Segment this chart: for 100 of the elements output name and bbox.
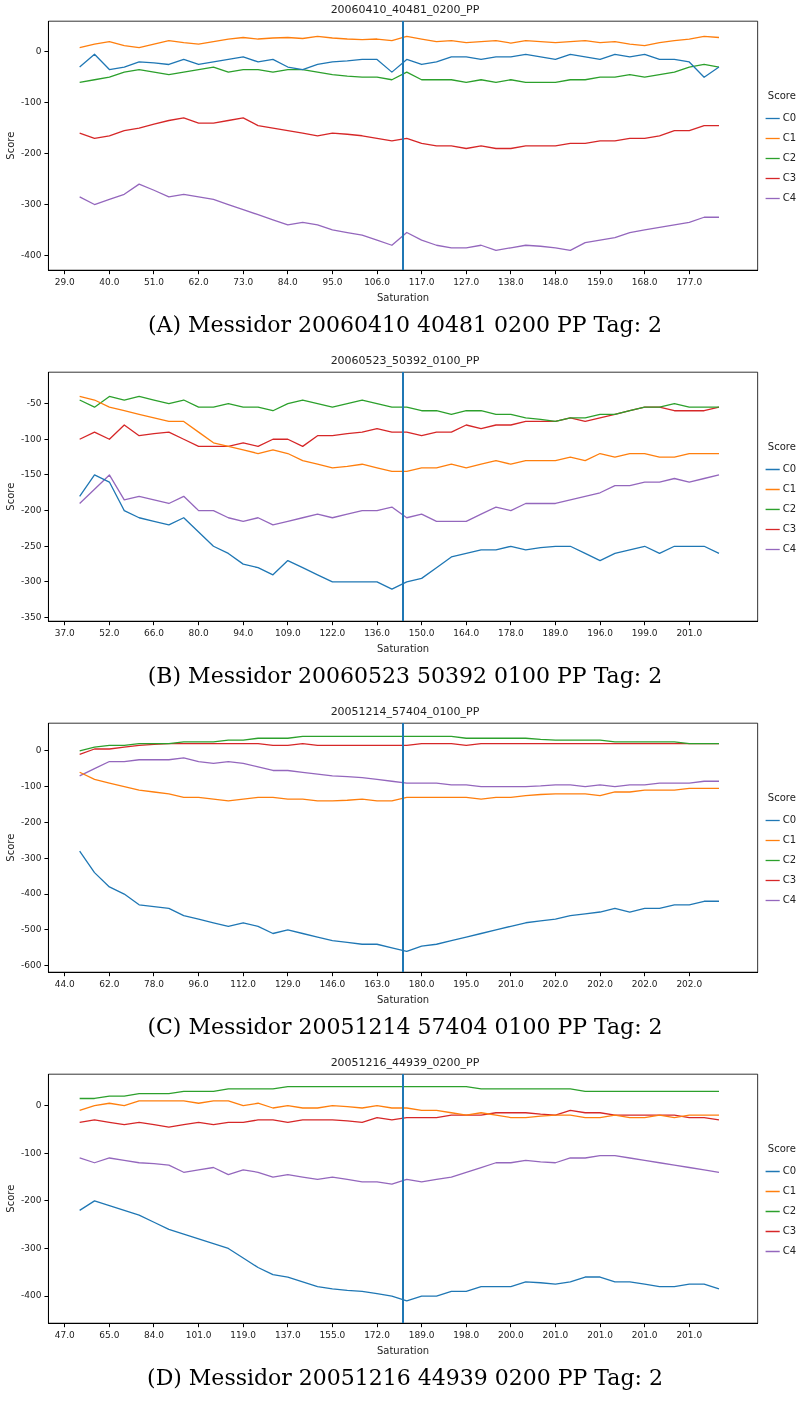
x-tick-label: 66.0 [143,627,165,638]
x-tick-label: 65.0 [99,1329,120,1340]
legend-label: C2 [782,503,797,515]
y-tick-label: -350 [20,611,42,622]
legend-label: C3 [782,1225,797,1237]
x-tick-label: 155.0 [319,1329,346,1340]
x-tick-label: 137.0 [274,1329,301,1340]
y-tick-label: 0 [35,745,42,756]
text: (A) Messidor 20060410 40481 0200 PP Tag: 2 [146,311,664,339]
text: (C) Messidor 20051214 57404 0100 PP Tag: 2 [146,1013,664,1041]
legend-label: C2 [782,1205,797,1217]
x-tick-label: 201.0 [676,627,703,638]
x-tick-label: 201.0 [497,978,524,989]
x-tick-label: 200.0 [497,1329,524,1340]
x-tick-label: 117.0 [408,276,435,287]
x-axis-title: Saturation [376,642,430,654]
x-axis-title: Saturation [376,993,430,1005]
x-tick-label: 80.0 [188,627,209,638]
legend-label: C4 [782,1245,797,1257]
y-tick-label: -400 [20,1290,42,1301]
y-tick-label: -50 [26,397,42,408]
x-tick-label: 112.0 [230,978,257,989]
x-tick-label: 189.0 [408,1329,435,1340]
x-tick-label: 148.0 [542,276,569,287]
x-tick-label: 168.0 [631,276,658,287]
x-tick-label: 202.0 [587,978,614,989]
chart-title: 20051214_57404_0100_PP [330,705,480,719]
x-tick-label: 202.0 [676,978,703,989]
x-tick-label: 195.0 [453,978,480,989]
x-tick-label: 94.0 [233,627,254,638]
x-tick-label: 96.0 [188,978,209,989]
x-tick-label: 150.0 [408,627,435,638]
legend-label: C0 [782,814,797,826]
x-tick-label: 189.0 [542,627,569,638]
y-tick-label: -200 [20,504,42,515]
legend-label: C3 [782,523,797,535]
legend-label: C3 [782,172,797,184]
y-tick-label: -150 [20,469,42,480]
x-tick-label: 202.0 [542,978,569,989]
x-tick-label: 180.0 [408,978,435,989]
x-tick-label: 106.0 [364,276,391,287]
y-tick-label: -500 [20,924,42,935]
legend-title: Score [767,441,796,453]
x-tick-label: 78.0 [143,978,165,989]
x-tick-label: 202.0 [631,978,658,989]
x-tick-label: 159.0 [587,276,614,287]
legend-title: Score [767,90,796,102]
x-tick-label: 122.0 [319,627,346,638]
x-tick-label: 178.0 [497,627,524,638]
y-tick-label: -200 [20,1195,42,1206]
x-tick-label: 163.0 [364,978,391,989]
x-tick-label: 51.0 [143,276,165,287]
legend-label: C0 [782,1165,797,1177]
y-tick-label: -400 [20,888,42,899]
legend-label: C1 [782,834,797,846]
y-tick-label: -300 [20,852,42,863]
x-tick-label: 109.0 [274,627,301,638]
y-axis-title: Score [4,131,16,160]
x-axis-title: Saturation [376,1344,430,1356]
y-tick-label: -250 [20,540,42,551]
x-tick-label: 95.0 [322,276,343,287]
y-axis-title: Score [4,1184,16,1213]
legend-label: C1 [782,1185,797,1197]
y-tick-label: -600 [20,960,42,971]
y-axis-title: Score [4,833,16,862]
x-tick-label: 40.0 [99,276,120,287]
x-tick-label: 146.0 [319,978,346,989]
legend-label: C4 [782,894,797,906]
chart-title: 20060410_40481_0200_PP [330,3,480,17]
y-tick-label: -300 [20,1242,42,1253]
y-tick-label: -300 [20,576,42,587]
x-tick-label: 138.0 [497,276,524,287]
y-tick-label: -100 [20,97,42,108]
x-tick-label: 101.0 [185,1329,212,1340]
x-tick-label: 119.0 [230,1329,257,1340]
x-tick-label: 47.0 [54,1329,76,1340]
legend-label: C4 [782,192,797,204]
x-tick-label: 201.0 [587,1329,614,1340]
chart-title: 20060523_50392_0100_PP [330,354,480,368]
y-tick-label: -200 [20,816,42,827]
x-tick-label: 201.0 [542,1329,569,1340]
x-tick-label: 84.0 [277,276,299,287]
text: (D) Messidor 20051216 44939 0200 PP Tag: 2 [146,1364,664,1392]
x-tick-label: 164.0 [453,627,480,638]
x-tick-label: 84.0 [143,1329,165,1340]
legend-title: Score [767,792,796,804]
y-tick-label: -200 [20,147,42,158]
legend-label: C3 [782,874,797,886]
x-tick-label: 52.0 [99,627,120,638]
legend-label: C0 [782,463,797,475]
y-tick-label: -100 [20,433,42,444]
x-tick-label: 37.0 [54,627,76,638]
x-tick-label: 62.0 [99,978,120,989]
y-tick-label: -300 [20,198,42,209]
x-tick-label: 44.0 [54,978,76,989]
legend-label: C4 [782,543,797,555]
x-tick-label: 127.0 [453,276,480,287]
x-tick-label: 199.0 [631,627,658,638]
x-tick-label: 172.0 [364,1329,391,1340]
y-tick-label: 0 [35,46,42,57]
